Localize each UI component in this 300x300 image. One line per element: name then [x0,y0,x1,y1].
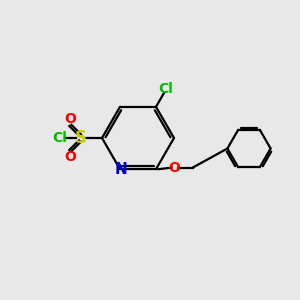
Text: Cl: Cl [52,131,68,145]
Text: O: O [64,150,76,164]
Text: O: O [64,112,76,126]
Text: O: O [169,161,181,175]
Text: S: S [75,129,87,147]
Text: N: N [114,162,127,177]
Text: Cl: Cl [159,82,173,96]
